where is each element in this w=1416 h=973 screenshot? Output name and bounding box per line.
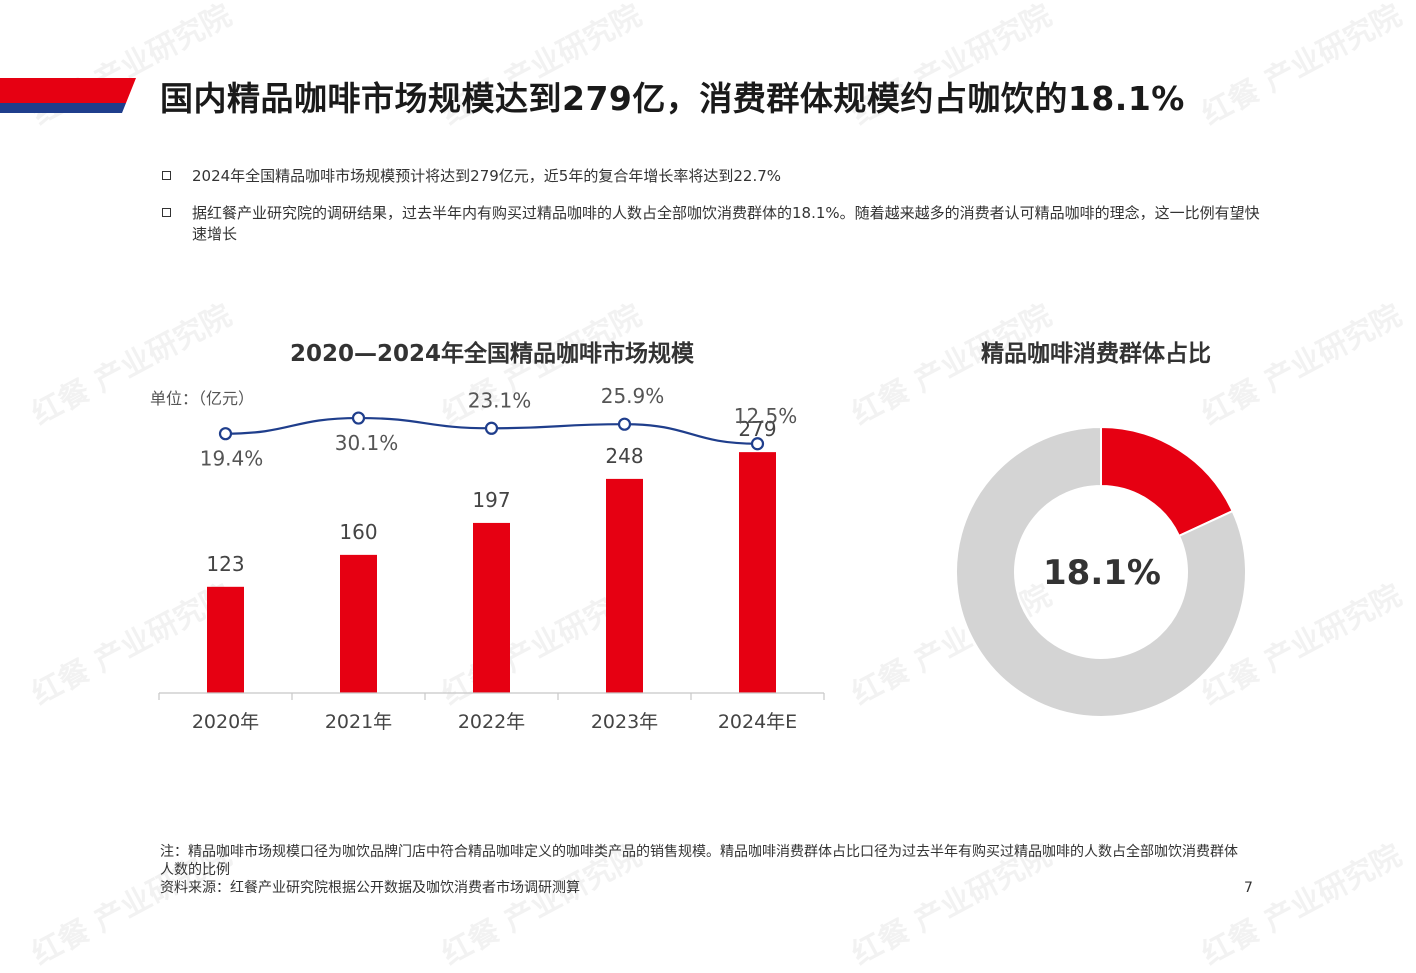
bar-value-label: 160: [339, 520, 377, 544]
bar-series: 123 160 197 248 279: [206, 417, 777, 693]
accent-navy-stripe: [0, 103, 126, 113]
bar-value-label: 248: [605, 444, 643, 468]
bullet-square-icon: [162, 208, 171, 217]
accent-red-stripe: [0, 78, 136, 103]
x-axis: 2020年 2021年 2022年 2023年 2024年E: [158, 692, 825, 733]
growth-point: [750, 437, 765, 451]
growth-point: [351, 411, 366, 425]
title-accent-bar: [0, 78, 136, 113]
bullet-list: 2024年全国精品咖啡市场规模预计将达到279亿元，近5年的复合年增长率将达到2…: [160, 166, 1260, 261]
growth-label: 19.4%: [200, 447, 264, 471]
footnote-note: 注：精品咖啡市场规模口径为咖饮品牌门店中符合精品咖啡定义的咖啡类产品的销售规模。…: [160, 844, 1238, 878]
charts-canvas: 2020—2024年全国精品咖啡市场规模 单位：（亿元） 123 160 197 24…: [150, 340, 1247, 733]
bullet-item: 据红餐产业研究院的调研结果，过去半年内有购买过精品咖啡的人数占全部咖饮消费群体的…: [160, 203, 1260, 245]
x-tick-label: 2022年: [458, 711, 525, 733]
growth-label: 23.1%: [468, 388, 532, 412]
unit-label: 单位：（亿元）: [150, 389, 254, 408]
growth-label: 30.1%: [335, 431, 399, 455]
x-tick-label: 2020年: [192, 711, 259, 733]
bar: [473, 522, 510, 693]
x-tick-label: 2024年E: [718, 711, 797, 733]
bullet-square-icon: [162, 171, 171, 180]
donut-chart-title: 精品咖啡消费群体占比: [981, 340, 1211, 367]
x-tick-label: 2023年: [591, 711, 658, 733]
bar-value-label: 197: [472, 488, 510, 512]
bar: [207, 586, 244, 693]
growth-label: 25.9%: [601, 384, 665, 408]
donut-slice: [955, 425, 1247, 718]
donut-chart: [955, 425, 1247, 718]
donut-center-label: 18.1%: [1043, 553, 1161, 593]
page-number: 7: [1244, 880, 1253, 896]
growth-point: [218, 427, 233, 441]
growth-point: [484, 421, 499, 435]
bullet-text: 2024年全国精品咖啡市场规模预计将达到279亿元，近5年的复合年增长率将达到2…: [192, 167, 782, 185]
bullet-text: 据红餐产业研究院的调研结果，过去半年内有购买过精品咖啡的人数占全部咖饮消费群体的…: [192, 204, 1260, 243]
growth-point: [617, 417, 632, 431]
bar: [606, 478, 643, 693]
footnote-source: 资料来源：红餐产业研究院根据公开数据及咖饮消费者市场调研测算: [160, 880, 580, 896]
bar: [739, 452, 776, 693]
growth-line-series: 19.4% 30.1% 23.1% 25.9% 12.5%: [200, 384, 798, 470]
bar-value-label: 123: [206, 552, 244, 576]
bar-value-label: 279: [738, 417, 776, 441]
bullet-item: 2024年全国精品咖啡市场规模预计将达到279亿元，近5年的复合年增长率将达到2…: [160, 166, 1260, 187]
footnote: 注：精品咖啡市场规模口径为咖饮品牌门店中符合精品咖啡定义的咖啡类产品的销售规模。…: [160, 843, 1240, 897]
bar-chart-title: 2020—2024年全国精品咖啡市场规模: [290, 340, 695, 367]
slide-title: 国内精品咖啡市场规模达到279亿，消费群体规模约占咖饮的18.1%: [160, 79, 1185, 118]
growth-label: 12.5%: [734, 404, 798, 428]
x-tick-label: 2021年: [325, 711, 392, 733]
bar: [340, 554, 377, 693]
